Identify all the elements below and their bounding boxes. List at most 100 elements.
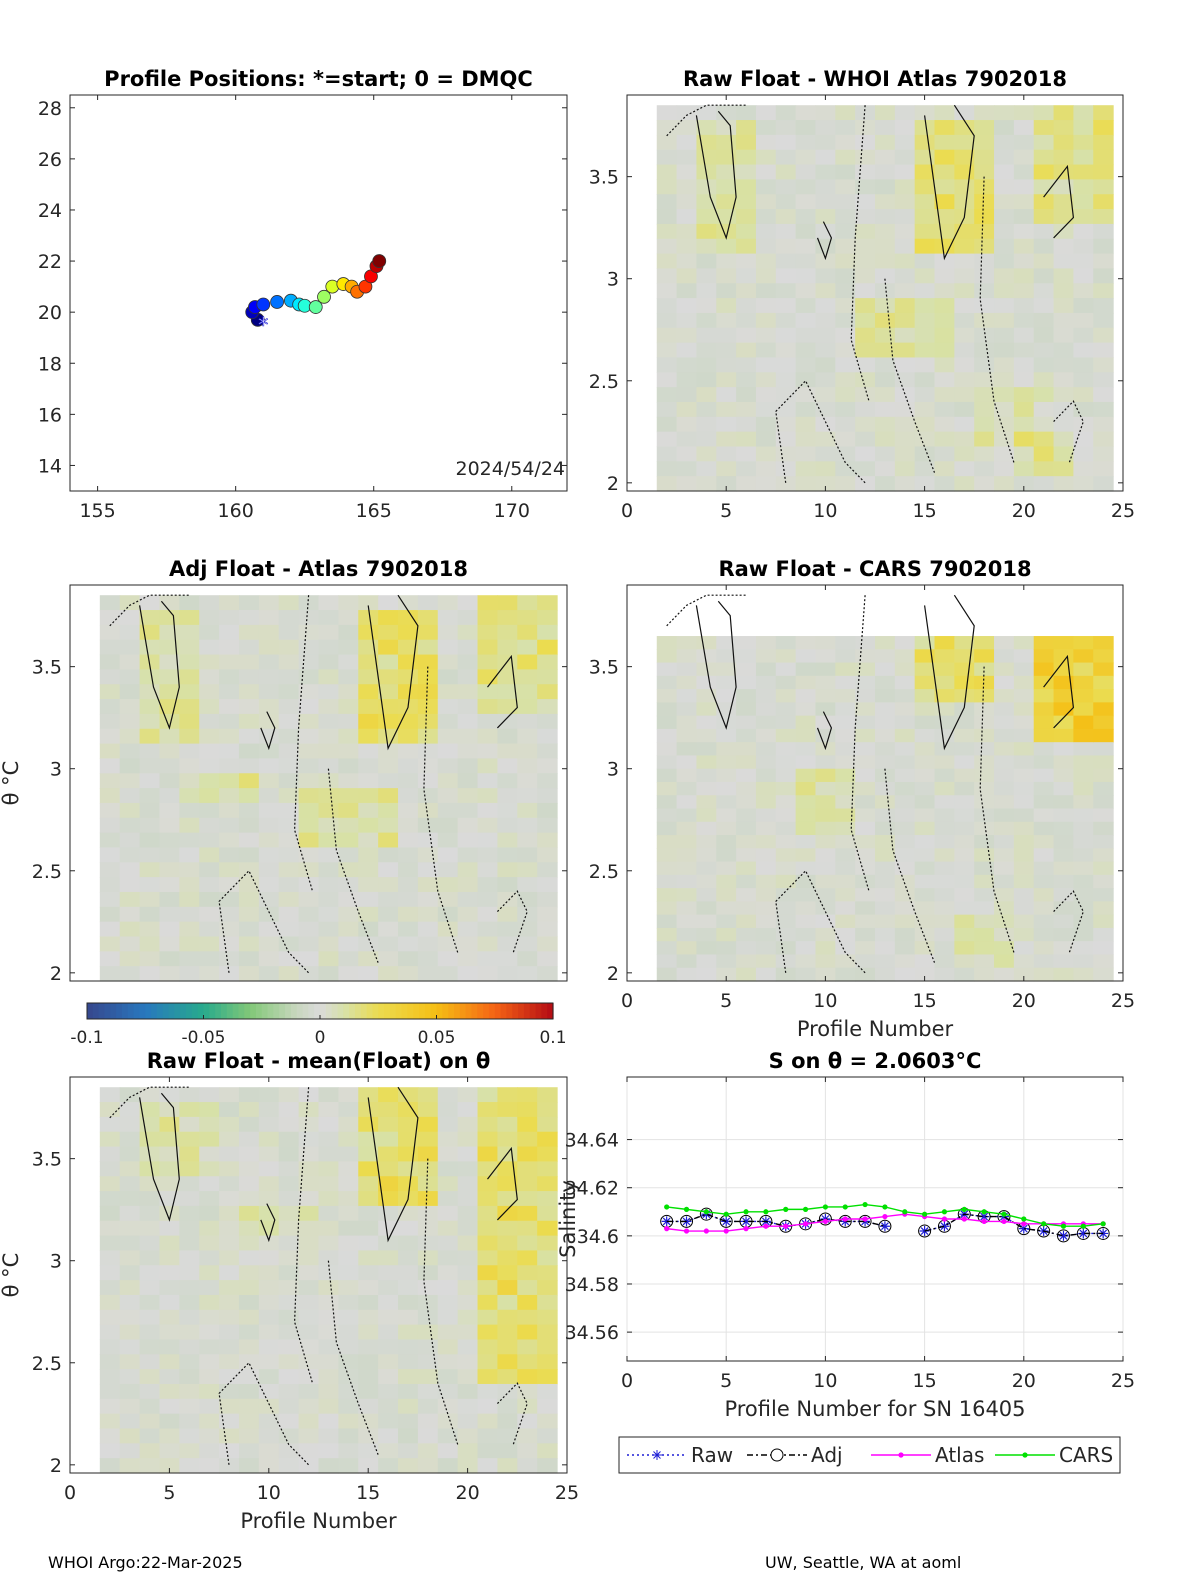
heatmap-cell	[318, 1309, 339, 1326]
heatmap-cell	[199, 699, 220, 715]
heatmap-cell	[775, 954, 797, 969]
heatmap-cell	[398, 684, 419, 700]
heatmap-cell	[219, 1235, 240, 1252]
heatmap-cell	[338, 936, 359, 952]
heatmap-cell	[934, 649, 955, 664]
heatmap-cell	[457, 713, 479, 730]
heatmap-cell	[775, 283, 797, 299]
heatmap-cell	[99, 1131, 121, 1148]
heatmap-cell	[159, 1146, 180, 1162]
heatmap-cell	[994, 715, 1015, 730]
heatmap-cell	[517, 595, 538, 611]
heatmap-cell	[855, 848, 876, 863]
colorbar-cell	[471, 1003, 478, 1019]
heatmap-cell	[238, 1205, 260, 1222]
heatmap-cell	[278, 728, 300, 745]
heatmap-cell	[656, 120, 678, 136]
heatmap-cell	[179, 1443, 200, 1459]
heatmap-cell	[398, 1176, 419, 1192]
heatmap-cell	[119, 1280, 141, 1296]
heatmap-cell	[1073, 431, 1094, 448]
heatmap-cell	[855, 372, 876, 388]
heatmap-cell	[477, 1413, 499, 1430]
heatmap-cell	[875, 914, 896, 929]
heatmap-cell	[338, 951, 359, 967]
x-tick-label: 15	[913, 500, 937, 522]
heatmap-cell	[139, 788, 161, 804]
heatmap-cell	[755, 268, 777, 284]
heatmap-cell	[1033, 401, 1055, 418]
heatmap-cell	[238, 1294, 260, 1311]
heatmap-cell	[199, 624, 220, 641]
heatmap-cell	[99, 1383, 121, 1400]
heatmap-cell	[1033, 298, 1055, 314]
heatmap-cell	[238, 832, 260, 849]
heatmap-cell	[656, 901, 678, 916]
heatmap-cell	[517, 1102, 538, 1118]
heatmap-cell	[497, 951, 518, 967]
heatmap-cell	[875, 715, 896, 730]
heatmap-cell	[736, 387, 757, 403]
heatmap-cell	[497, 684, 518, 700]
heatmap-cell	[815, 357, 836, 373]
heatmap-cell	[278, 758, 300, 774]
colorbar-cell	[459, 1003, 467, 1019]
heatmap-cell	[517, 862, 538, 878]
heatmap-cell	[775, 901, 797, 916]
heatmap-cell	[676, 194, 698, 210]
heatmap-cell	[934, 357, 955, 373]
heatmap-cell	[298, 1280, 320, 1296]
heatmap-cell	[974, 342, 995, 359]
heatmap-cell	[855, 298, 876, 314]
heatmap-cell	[457, 802, 479, 819]
colorbar-cell	[401, 1003, 408, 1019]
heatmap-cell	[179, 1324, 200, 1341]
heatmap-cell	[119, 1413, 141, 1430]
heatmap-cell	[716, 636, 737, 650]
heatmap-cell	[894, 742, 916, 757]
heatmap-cell	[358, 684, 379, 700]
heatmap-cell	[378, 1131, 399, 1148]
heatmap-cell	[855, 209, 876, 225]
heatmap-cell	[934, 238, 955, 255]
heatmap-cell	[1053, 636, 1074, 650]
heatmap-cell	[497, 817, 518, 834]
heatmap-cell	[775, 874, 797, 889]
heatmap-cell	[477, 1220, 499, 1237]
heatmap-cell	[199, 654, 220, 670]
heatmap-cell	[994, 861, 1015, 876]
heatmap-cell	[656, 476, 678, 492]
heatmap-cell	[835, 194, 856, 210]
heatmap-cell	[378, 802, 399, 819]
contour-line	[367, 594, 419, 751]
colorbar-cell	[133, 1003, 141, 1019]
contour-line	[924, 104, 975, 261]
heatmap-cell	[696, 401, 717, 418]
heatmap-cell	[238, 936, 260, 952]
heatmap-cell	[238, 1309, 260, 1326]
heatmap-cell	[437, 624, 459, 641]
colorbar-cell	[518, 1003, 525, 1019]
heatmap-cell	[755, 901, 777, 916]
colorbar-cell	[244, 1003, 251, 1019]
heatmap-cell	[278, 713, 300, 730]
heatmap-cell	[159, 1220, 180, 1237]
heatmap-cell	[477, 1265, 499, 1281]
heatmap-cell	[119, 1235, 141, 1252]
heatmap-cell	[119, 1324, 141, 1341]
heatmap-cell	[716, 120, 737, 136]
heatmap-cell	[258, 862, 280, 878]
chart-title: Raw Float - mean(Float) on θ	[147, 1049, 491, 1073]
heatmap-cell	[318, 1102, 339, 1118]
heatmap-cell	[835, 253, 856, 270]
contour-line	[327, 768, 379, 963]
contour-line	[1043, 654, 1075, 729]
heatmap-cell	[139, 1443, 161, 1459]
heatmap-cell	[258, 1087, 280, 1103]
heatmap-cell	[954, 835, 975, 849]
heatmap-cell	[656, 768, 678, 783]
heatmap-cell	[875, 636, 896, 650]
heatmap-cell	[855, 446, 876, 462]
heatmap-cell	[775, 223, 797, 240]
heatmap-cell	[119, 1265, 141, 1281]
